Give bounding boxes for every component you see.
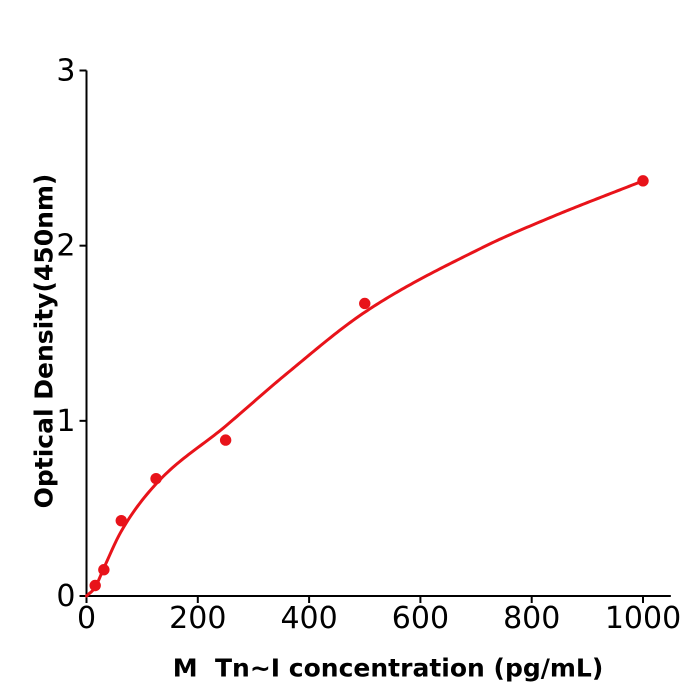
fit-curve (85, 179, 645, 598)
y-axis-title: Optical Density(450nm) (29, 173, 59, 509)
y-tick-label: 1 (56, 404, 75, 439)
y-tick-label: 0 (56, 579, 75, 614)
data-point (150, 472, 162, 485)
x-axis-title: M Tn~I concentration (pg/mL) (172, 653, 604, 683)
data-point (89, 579, 101, 592)
x-tick-label: 800 (503, 601, 560, 636)
data-point (359, 297, 371, 310)
data-point (219, 434, 232, 446)
x-tick-label: 400 (280, 601, 337, 636)
x-tick-label: 600 (392, 601, 449, 636)
data-point (115, 514, 127, 527)
x-tick-label: 1000 (605, 601, 681, 636)
y-tick-label: 3 (56, 54, 75, 89)
x-tick-label: 0 (77, 601, 96, 636)
data-point (637, 175, 649, 187)
y-tick-label: 2 (56, 229, 75, 264)
data-point (98, 564, 110, 576)
x-tick-label: 200 (169, 601, 226, 636)
